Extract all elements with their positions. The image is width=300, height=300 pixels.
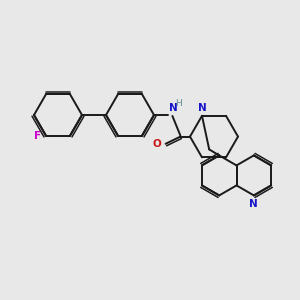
Text: F: F xyxy=(34,131,41,141)
Text: H: H xyxy=(176,99,182,108)
Text: N: N xyxy=(250,200,258,209)
Text: N: N xyxy=(198,103,206,113)
Text: O: O xyxy=(153,139,162,149)
Text: N: N xyxy=(169,103,178,113)
